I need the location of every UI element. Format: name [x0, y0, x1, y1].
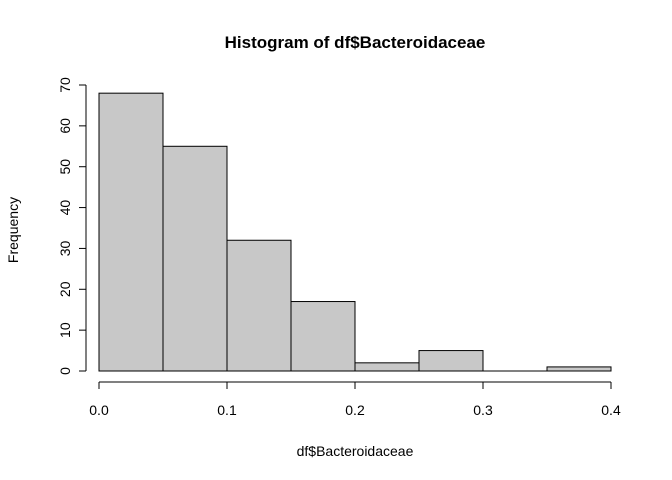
- y-tick-label: 0: [57, 367, 73, 375]
- y-tick-label: 10: [57, 322, 73, 338]
- histogram-bar-5: [418, 350, 484, 372]
- histogram-bar-0: [98, 92, 164, 372]
- y-tick-label: 20: [57, 281, 73, 297]
- bars-group: [98, 92, 612, 372]
- chart-title: Histogram of df$Bacteroidaceae: [225, 33, 486, 52]
- y-tick-label: 70: [57, 77, 73, 93]
- histogram-bar-3: [290, 301, 356, 372]
- y-tick-label: 50: [57, 159, 73, 175]
- x-axis-label: df$Bacteroidaceae: [297, 443, 414, 459]
- y-axis-label: Frequency: [5, 197, 21, 263]
- y-tick-label: 60: [57, 118, 73, 134]
- x-tick-label: 0.1: [217, 402, 237, 418]
- x-tick-label: 0.0: [89, 402, 109, 418]
- x-tick-label: 0.4: [601, 402, 621, 418]
- y-tick-label: 40: [57, 200, 73, 216]
- histogram-bar-2: [226, 239, 292, 372]
- x-tick-label: 0.3: [473, 402, 493, 418]
- histogram-bar-7: [546, 366, 612, 372]
- x-axis: 0.0 0.1 0.2 0.3 0.4: [89, 381, 621, 418]
- x-tick-label: 0.2: [345, 402, 365, 418]
- y-axis: 0 10 20 30 40 50 60 70: [57, 77, 87, 375]
- histogram-bar-4: [354, 362, 420, 372]
- y-tick-label: 30: [57, 240, 73, 256]
- histogram-bar-1: [162, 145, 228, 372]
